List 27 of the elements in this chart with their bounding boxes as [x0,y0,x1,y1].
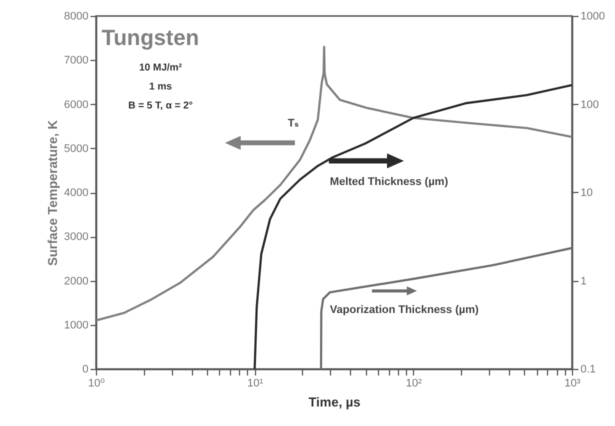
y-tick-label: 100 [580,98,599,111]
annotation: Tungsten [102,25,200,50]
y2-tick-label: 0 [82,364,88,376]
y2-tick-label: 2000 [64,275,88,288]
y-tick-label: 0.1 [580,364,596,376]
y2-tick-label: 7000 [64,54,88,67]
y-tick-label: 10 [580,187,593,199]
y2-tick-label: 6000 [64,98,88,111]
series-label: Melted Thickness (µm) [330,176,448,188]
y2-tick-label: 8000 [64,10,88,22]
series-label: Tₛ [288,118,299,130]
y2-tick-label: 1000 [64,319,88,332]
annotation: 1 ms [149,82,172,93]
x-tick-label: 10³ [564,378,581,390]
y2-tick-label: 5000 [64,142,88,155]
y-tick-label: 1 [580,275,587,288]
annotation: B = 5 T, α = 2° [128,100,193,112]
y-tick-label: 1000 [580,10,605,22]
annotation: 10 MJ/m² [139,62,183,74]
x-tick-label: 10¹ [247,378,264,390]
y2-tick-label: 4000 [64,187,88,199]
y2-tick-label: 3000 [64,231,88,244]
y2-axis-title: Surface Temperature, K [45,120,60,266]
legend-label: Vaporization Thickness (µm) [330,304,480,316]
x-tick-label: 10⁰ [88,378,106,390]
x-axis-title: Time, µs [308,394,361,410]
x-tick-label: 10² [406,378,422,390]
